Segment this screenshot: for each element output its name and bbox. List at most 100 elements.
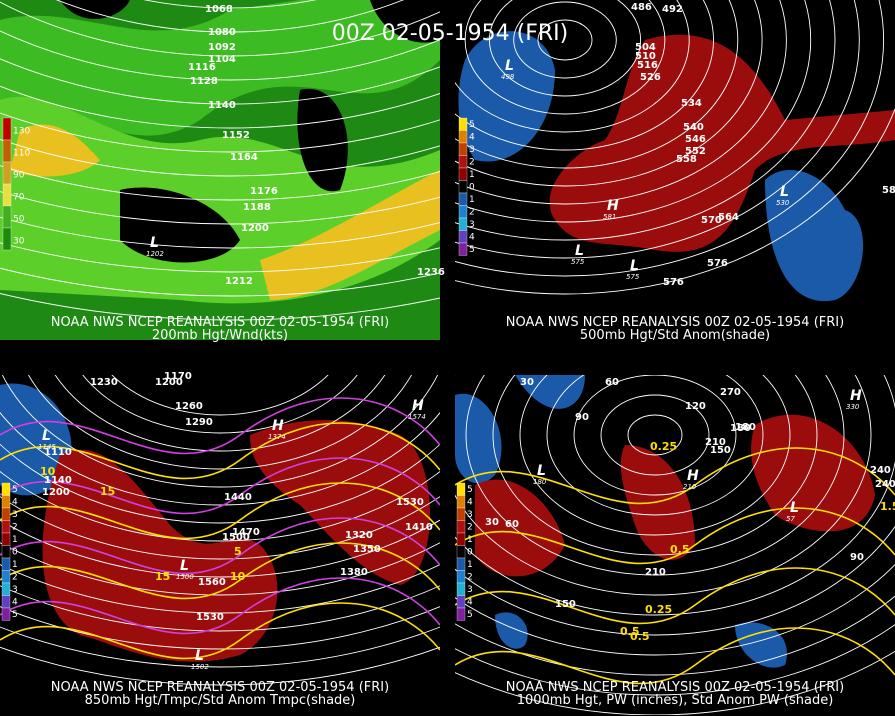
- legend-label: 3: [469, 145, 475, 155]
- source-caption: NOAA NWS NCEP REANALYSIS 00Z 02-05-1954 …: [506, 315, 844, 330]
- contour-label: 270: [720, 387, 741, 398]
- extremum-symbol: L: [630, 258, 639, 274]
- legend-swatch: [1, 520, 11, 534]
- contour-line: [0, 267, 440, 297]
- product-caption: 850mb Hgt/Tmpc/Std Anom Tmpc(shade): [85, 693, 356, 708]
- extremum-symbol: L: [150, 235, 159, 251]
- isoline-label: 15: [155, 570, 170, 583]
- contour-line: [455, 375, 895, 616]
- contour-label: 526: [640, 72, 661, 83]
- extremum-value: 1145: [38, 443, 56, 451]
- legend-label: 5: [12, 610, 18, 620]
- legend-label: 4: [469, 232, 475, 242]
- legend-swatch: [458, 130, 468, 144]
- extremum-symbol: L: [505, 58, 514, 74]
- contour-line: [0, 242, 440, 273]
- legend-swatch: [456, 582, 466, 596]
- contour-label: 1440: [224, 492, 252, 503]
- contour-line: [143, 0, 317, 9]
- contour-line: [82, 375, 358, 434]
- calm-area: [370, 0, 440, 43]
- legend-swatch: [458, 230, 468, 244]
- contour-label: 516: [637, 60, 658, 71]
- extremum-value: 210: [683, 483, 697, 491]
- extremum-value: 498: [501, 73, 515, 81]
- legend-swatch: [2, 161, 12, 185]
- contour-line: [455, 563, 895, 656]
- isoline: [0, 602, 440, 660]
- legend-label: 4: [467, 497, 473, 507]
- legend-swatch: [2, 117, 12, 141]
- extremum-value: 180: [533, 478, 547, 486]
- extremum-value: 530: [776, 199, 790, 207]
- contour-label: 1530: [196, 612, 224, 623]
- contour-line: [0, 443, 440, 524]
- source-caption: NOAA NWS NCEP REANALYSIS 00Z 02-05-1954 …: [506, 680, 844, 695]
- isoline: [0, 482, 440, 540]
- anomaly-neg: [455, 393, 502, 484]
- legend-swatch: [2, 205, 12, 229]
- legend-label: 0: [469, 182, 475, 192]
- extremum-value: 1574: [408, 413, 426, 421]
- extremum-symbol: H: [412, 398, 424, 414]
- extremum-value: 330: [846, 403, 860, 411]
- wind-shade: [10, 124, 100, 177]
- extremum-value: 1502: [191, 663, 209, 671]
- contour-label: 576: [707, 258, 728, 269]
- legend-swatch: [1, 482, 11, 496]
- extremum-symbol: H: [272, 418, 284, 434]
- panel-850mb: [0, 375, 440, 686]
- contour-line: [56, 0, 404, 33]
- contour-line: [455, 107, 895, 295]
- legend-swatch: [458, 242, 468, 256]
- legend-swatch: [456, 532, 466, 546]
- isoline: [0, 457, 440, 515]
- legend-label: 4: [467, 597, 473, 607]
- contour-label: 90: [850, 552, 864, 563]
- extremum-value: 57: [786, 515, 795, 523]
- contour-line: [0, 30, 440, 81]
- contour-line: [0, 112, 440, 153]
- legend-swatch: [1, 507, 11, 521]
- contour-line: [0, 292, 440, 321]
- contour-label: 1500: [222, 532, 250, 543]
- extremum-symbol: L: [180, 558, 189, 574]
- anomaly-pos: [250, 420, 430, 585]
- legend-label: 2: [12, 522, 18, 532]
- contour-label: 558: [676, 154, 697, 165]
- contour-label: 504: [635, 42, 656, 53]
- isoline-label: 0.5: [670, 543, 690, 556]
- isoline-label: 0.5: [630, 630, 650, 643]
- legend-label: 4: [12, 497, 18, 507]
- contour-label: 30: [485, 517, 499, 528]
- isoline: [0, 542, 440, 600]
- contour-label: 546: [685, 134, 706, 145]
- isoline: [0, 517, 440, 575]
- legend-label: 90: [13, 170, 25, 180]
- isoline-label: 1.5: [880, 500, 895, 513]
- legend-swatch: [456, 520, 466, 534]
- contour-label: 1320: [345, 530, 373, 541]
- legend-label: 5: [469, 120, 475, 130]
- legend-label: 1: [12, 560, 18, 570]
- extremum-symbol: L: [780, 184, 789, 200]
- extremum-symbol: L: [575, 243, 584, 259]
- contour-label: 210: [705, 437, 726, 448]
- legend-swatch: [1, 545, 11, 559]
- extremum-value: 575: [626, 273, 640, 281]
- contour-label: 1110: [44, 447, 72, 458]
- contour-line: [0, 411, 440, 506]
- contour-label: 240: [870, 465, 891, 476]
- contour-line: [0, 606, 440, 650]
- legend-swatch: [456, 570, 466, 584]
- legend-label: 70: [13, 192, 25, 202]
- isoline-label: 10: [230, 570, 246, 583]
- legend-swatch: [1, 595, 11, 609]
- product-caption: 1000mb Hgt, PW (inches), Std Anom PW (sh…: [517, 693, 834, 708]
- contour-line: [0, 85, 440, 129]
- contour-label: 180: [735, 422, 756, 433]
- legend-swatch: [1, 607, 11, 621]
- contour-line: [455, 0, 763, 187]
- legend-label: 1: [469, 170, 475, 180]
